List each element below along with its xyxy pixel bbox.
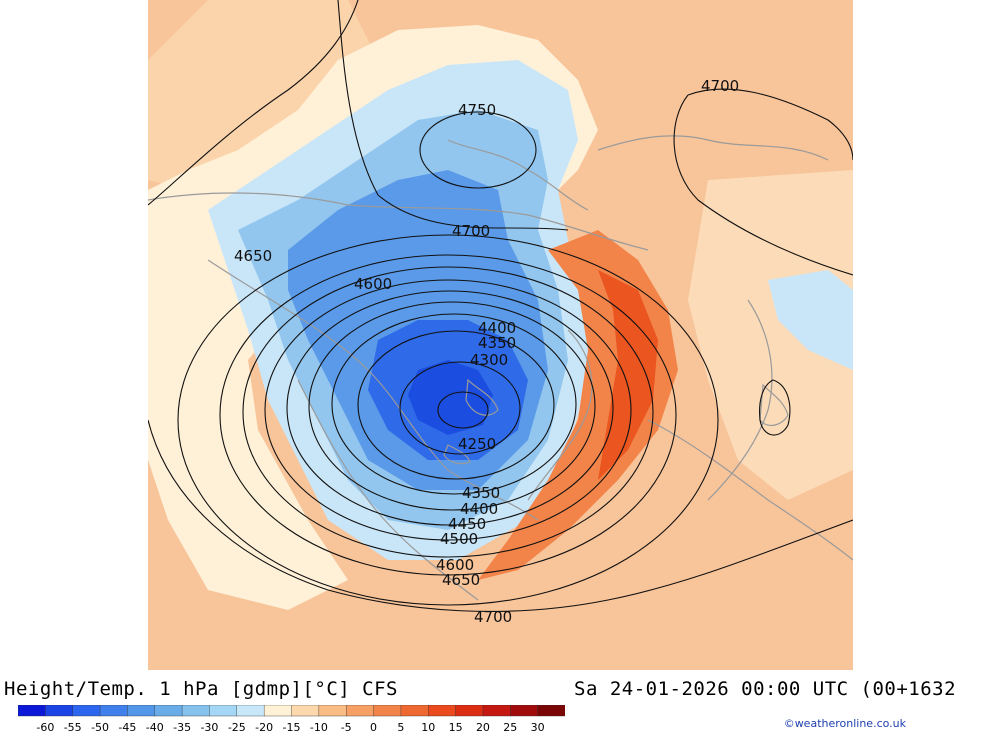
contour-small-loop-east (759, 379, 791, 436)
colorbar-tick-label: -10 (310, 721, 328, 733)
temperature-field-core (408, 360, 493, 435)
contour-label: 4350 (462, 484, 500, 502)
coastlines (148, 135, 853, 601)
contour-4700-south (148, 419, 853, 612)
colorbar-tick-label: -25 (228, 721, 246, 733)
colorbar-tick-label: -15 (283, 721, 301, 733)
colorbar-swatch (482, 705, 512, 717)
colorbar-tick-label: -45 (118, 721, 136, 733)
height-contours (148, 0, 853, 612)
colorbar-swatch (72, 705, 101, 717)
contour-label: 4450 (448, 515, 486, 533)
contour-4350 (331, 313, 577, 495)
credit-link[interactable]: ©weatheronline.co.uk (783, 717, 906, 730)
contour-4500 (264, 279, 632, 541)
colorbar-swatch (209, 705, 238, 717)
colorbar-tick-label: -30 (200, 721, 218, 733)
temperature-field-cool-east (768, 270, 853, 370)
contour-4650 (177, 234, 719, 606)
colorbar-swatch (537, 705, 565, 717)
colorbar-swatches (18, 705, 565, 717)
colorbar-tick-label: 10 (421, 721, 435, 733)
colorbar-swatch (400, 705, 429, 717)
contour-label: 4350 (478, 334, 516, 352)
contour-4700-east (687, 88, 853, 161)
colorbar-swatch (318, 705, 347, 717)
map-valid-time: Sa 24-01-2026 00:00 UTC (00+1632 (574, 678, 957, 700)
contour-4700-north-inner (337, 0, 569, 231)
colorbar-swatch (291, 705, 320, 717)
colorbar-tick-label: 25 (503, 721, 517, 733)
temperature-field-light-warm (148, 0, 378, 190)
colorbar-swatch (18, 705, 47, 717)
colorbar-swatch (181, 705, 211, 717)
contour-label: 4700 (452, 222, 490, 240)
colorbar-swatch (154, 705, 183, 717)
colorbar-tick-label: 5 (397, 721, 404, 733)
contour-label: 4600 (436, 556, 474, 574)
contour-4400 (308, 301, 596, 511)
contour-4250 (399, 361, 521, 455)
colorbar-tick-label: -5 (341, 721, 352, 733)
contour-4200 (437, 391, 489, 429)
colorbar-swatch (236, 705, 265, 717)
colorbar-tick-label: -55 (64, 721, 82, 733)
colorbar-swatch (263, 705, 293, 717)
contour-label: 4600 (354, 275, 392, 293)
contour-4700-east-loop (673, 94, 853, 276)
map-title: Height/Temp. 1 hPa [gdmp][°C] CFS (4, 678, 398, 700)
colorbar-tick-label: 30 (531, 721, 545, 733)
colorbar-tick-label: 0 (370, 721, 377, 733)
contour-label: 4650 (234, 247, 272, 265)
colorbar-tick-label: -60 (36, 721, 54, 733)
contour-label: 4300 (470, 351, 508, 369)
colorbar-labels: -60 -55 -50 -45 -40 -35 -30 -25 -20 -15 -10 -5 0 5 10 1… (36, 721, 544, 733)
contour-4450 (286, 290, 614, 526)
colorbar-tick-label: 20 (476, 721, 490, 733)
colorbar-swatch (346, 705, 375, 717)
colorbar-tick-label: 15 (449, 721, 463, 733)
contour-label: 4250 (458, 435, 496, 453)
temperature-field-hot (598, 270, 658, 480)
contour-label: 4700 (701, 77, 739, 95)
colorbar-tick-label: -50 (91, 721, 109, 733)
colorbar-swatch (99, 705, 129, 717)
contour-label: 4650 (442, 571, 480, 589)
contour-label: 4700 (474, 608, 512, 626)
contour-label: 4750 (458, 101, 496, 119)
colorbar: -60 -55 -50 -45 -40 -35 -30 -25 -20 -15 -10 -5 0 5 10 1… (18, 705, 565, 733)
contour-4550 (242, 266, 654, 558)
contour-label: 4400 (478, 319, 516, 337)
contour-4750 (419, 111, 537, 189)
contour-4300 (357, 330, 555, 480)
colorbar-tick-label: -40 (146, 721, 164, 733)
colorbar-swatch (428, 705, 457, 717)
contour-4600 (219, 254, 677, 576)
colorbar-tick-label: -20 (255, 721, 273, 733)
contour-label: 4400 (460, 500, 498, 518)
colorbar-swatch (455, 705, 484, 717)
weather-map: 4750 4700 4700 4650 4600 4400 4350 4300 … (148, 0, 853, 670)
colorbar-tick-label: -35 (173, 721, 191, 733)
colorbar-swatch (373, 705, 402, 717)
colorbar-swatch (45, 705, 74, 717)
colorbar-swatch (127, 705, 156, 717)
temperature-field-light-warm (688, 170, 853, 500)
contour-label: 4500 (440, 530, 478, 548)
colorbar-swatch (510, 705, 539, 717)
contour-4700-north (148, 0, 359, 206)
